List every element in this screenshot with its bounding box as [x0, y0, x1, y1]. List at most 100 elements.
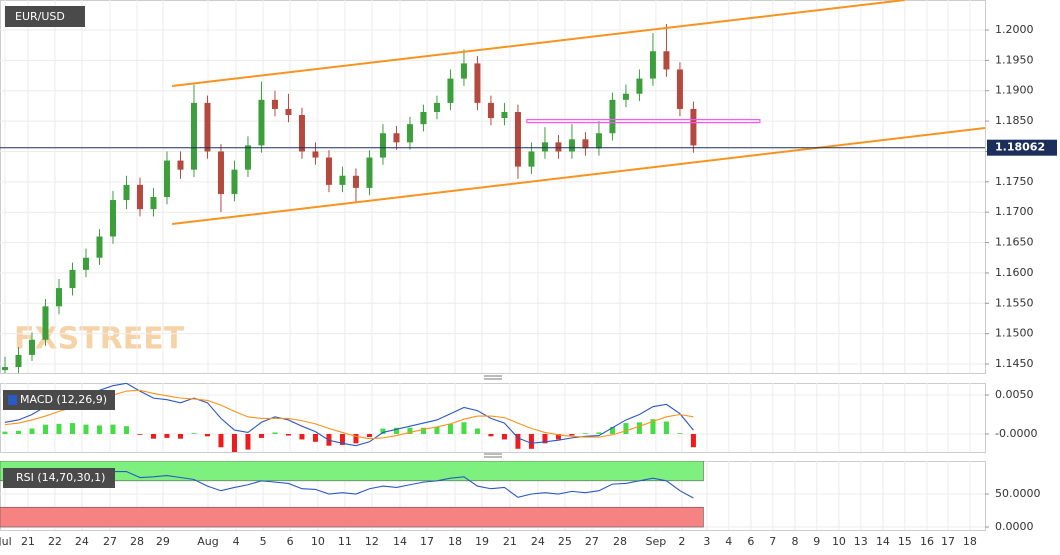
x-tick-label: Aug	[197, 535, 218, 548]
candle-body	[96, 236, 103, 258]
candle-body	[15, 354, 22, 368]
x-tick-label: 10	[832, 535, 846, 548]
histogram-bar	[285, 433, 291, 436]
histogram-bar	[380, 428, 386, 434]
histogram-bar	[164, 433, 170, 438]
x-tick-label: 4	[233, 535, 240, 548]
candle-body	[514, 111, 521, 167]
x-tick-label: 29	[156, 535, 170, 548]
x-tick-label: 18	[963, 535, 977, 548]
histogram-bar	[434, 426, 440, 434]
y-tick-label: 1.1500	[995, 327, 1034, 340]
candle-body	[501, 111, 508, 119]
histogram-bar	[150, 433, 156, 439]
x-tick-label: 5	[260, 535, 267, 548]
histogram-bar	[110, 424, 116, 434]
candle-body	[204, 102, 211, 152]
macd-label: MACD (12,26,9)	[20, 393, 107, 406]
candle-body	[271, 99, 278, 109]
candle-body	[690, 108, 697, 146]
y-tick-label: -0.0000	[995, 427, 1037, 440]
candle-body	[42, 306, 49, 340]
x-tick-label: 28	[613, 535, 627, 548]
histogram-bar	[123, 426, 129, 434]
histogram-bar	[528, 433, 534, 449]
x-tick-label: 14	[393, 535, 407, 548]
histogram-bar	[542, 433, 548, 444]
candle-body	[406, 124, 413, 143]
histogram-bar	[204, 433, 210, 437]
x-tick-label: Jul	[0, 535, 12, 548]
last-price-label: 1.18062	[995, 141, 1045, 154]
panel-handle[interactable]	[484, 375, 502, 380]
symbol-label: EUR/USD	[15, 10, 65, 23]
y-tick-label: 1.1700	[995, 205, 1034, 218]
rsi-label: RSI (14,70,30,1)	[16, 471, 105, 484]
histogram-bar	[663, 421, 669, 434]
histogram-bar	[515, 433, 521, 449]
candle-body	[582, 139, 589, 149]
panel-handle[interactable]	[484, 453, 502, 458]
x-tick-label: 27	[585, 535, 599, 548]
last-price-box	[987, 139, 1057, 156]
candle-body	[609, 99, 616, 134]
candle-body	[433, 102, 440, 112]
y-tick-label: 1.1750	[995, 175, 1034, 188]
candle-body	[150, 197, 157, 210]
histogram-bar	[501, 433, 507, 440]
histogram-bar	[272, 432, 278, 434]
candle-body	[231, 169, 238, 194]
histogram-bar	[177, 433, 183, 439]
x-tick-label: 12	[365, 535, 379, 548]
x-tick-label: 21	[21, 535, 35, 548]
candle-body	[595, 133, 602, 149]
histogram-bar	[191, 433, 197, 434]
histogram-bar	[69, 423, 75, 434]
histogram-bar	[623, 423, 629, 434]
x-tick-label: 2	[678, 535, 685, 548]
histogram-bar	[488, 433, 494, 437]
y-tick-label: 1.1450	[995, 357, 1034, 370]
x-tick-label: 6	[747, 535, 754, 548]
histogram-bar	[677, 433, 683, 434]
candle-body	[217, 151, 224, 194]
histogram-bar	[15, 430, 21, 434]
x-tick-label: 24	[75, 535, 89, 548]
symbol-box	[5, 6, 85, 27]
candle-body	[28, 339, 35, 355]
watermark: FXSTREET	[14, 322, 185, 357]
x-tick-label: 28	[130, 535, 144, 548]
histogram-bar	[231, 433, 237, 452]
macd-label-box	[3, 390, 115, 410]
y-tick-label: 0.0000	[995, 520, 1034, 533]
histogram-bar	[461, 422, 467, 434]
histogram-bar	[218, 433, 224, 448]
candle-body	[568, 139, 575, 152]
candle-body	[55, 288, 62, 307]
candle-body	[190, 102, 197, 170]
x-tick-label: 21	[503, 535, 517, 548]
x-tick-label: 7	[769, 535, 776, 548]
x-tick-label: 25	[558, 535, 572, 548]
candle-body	[541, 142, 548, 152]
histogram-bar	[137, 433, 143, 435]
candle-body	[298, 115, 305, 152]
histogram-bar	[299, 433, 305, 440]
histogram-bar	[245, 433, 251, 450]
macd-panel	[0, 383, 986, 453]
histogram-bar	[56, 423, 62, 434]
histogram-bar	[609, 426, 615, 434]
x-tick-label: 10	[311, 535, 325, 548]
candle-body	[177, 160, 184, 170]
histogram-bar	[29, 428, 35, 434]
rsi-band	[0, 461, 704, 482]
candle-body	[379, 133, 386, 158]
y-tick-label: 1.1650	[995, 236, 1034, 249]
candle-body	[393, 133, 400, 143]
histogram-bar	[353, 433, 359, 444]
candle-body	[555, 142, 562, 152]
x-tick-label: 4	[725, 535, 732, 548]
candle-body	[1, 367, 8, 371]
y-tick-label: 0.0050	[995, 388, 1034, 401]
candle-body	[82, 257, 89, 270]
